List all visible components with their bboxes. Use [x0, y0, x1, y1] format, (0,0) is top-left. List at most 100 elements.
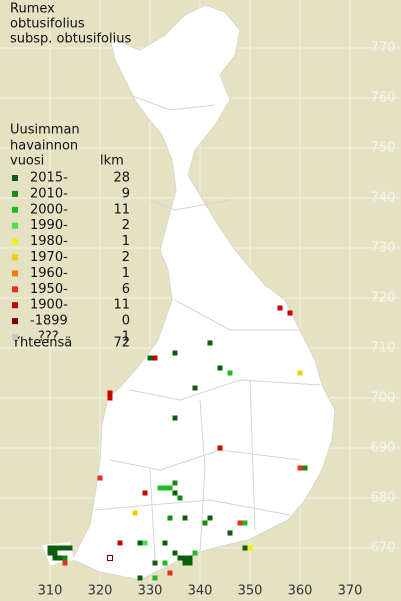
legend-swatch — [12, 302, 18, 309]
x-tick-label: 330 — [138, 584, 163, 599]
occurrence-square — [152, 355, 158, 361]
occurrence-square — [152, 560, 158, 566]
legend-count: 1 — [122, 330, 130, 345]
occurrence-square — [142, 540, 148, 546]
occurrence-square — [142, 490, 148, 496]
occurrence-square — [97, 475, 103, 481]
occurrence-square — [287, 310, 293, 316]
occurrence-square — [162, 540, 168, 546]
occurrence-square — [217, 365, 223, 371]
title-line: subsp. obtusifolius — [10, 32, 131, 47]
occurrence-square — [182, 560, 188, 566]
occurrence-square — [172, 415, 178, 421]
legend-count: 1 — [122, 234, 130, 249]
legend-swatch — [12, 222, 18, 229]
occurrence-square — [192, 550, 198, 556]
y-tick-label: 740 — [371, 191, 396, 206]
legend-label: ??? — [38, 330, 59, 345]
legend-heading: havainnon — [10, 139, 78, 154]
legend-swatch — [12, 175, 18, 181]
y-tick-label: 750 — [371, 141, 396, 156]
occurrence-square — [152, 575, 158, 581]
occurrence-square — [172, 480, 178, 486]
legend-total-label: Yhteensä — [11, 336, 72, 351]
occurrence-square — [167, 485, 173, 491]
occurrence-square — [182, 555, 188, 561]
legend-label: 1960- — [30, 266, 68, 281]
legend-label: 2015- — [30, 171, 68, 186]
occurrence-square — [247, 545, 253, 551]
x-tick-label: 370 — [338, 584, 363, 599]
legend-label: 2010- — [30, 186, 68, 201]
legend-count: 2 — [122, 218, 130, 233]
occurrence-square — [137, 540, 143, 546]
labels: Rumex obtusifolius subsp. obtusifolius U… — [10, 2, 395, 599]
occurrence-square — [237, 520, 243, 526]
x-tick-label: 360 — [288, 584, 313, 599]
legend-swatch — [12, 190, 18, 197]
legend-count: 9 — [122, 186, 130, 201]
occurrence-square — [177, 495, 183, 501]
occurrence-square — [172, 350, 178, 356]
occurrence-square — [207, 515, 213, 521]
legend-swatch — [12, 270, 18, 277]
legend-label: 2000- — [30, 202, 68, 217]
occurrence-square — [67, 545, 73, 551]
aland-islands — [42, 542, 74, 565]
region-borders — [94, 94, 321, 561]
legend-label: 1900- — [30, 298, 68, 313]
x-tick-label: 350 — [238, 584, 263, 599]
occurrence-square — [277, 305, 283, 311]
occurrence-square — [132, 510, 138, 516]
legend-label: -1899 — [30, 314, 68, 329]
y-tick-label: 730 — [371, 241, 396, 256]
legend-count: 1 — [122, 266, 130, 281]
occurrence-square — [227, 530, 233, 536]
y-tick-label: 720 — [371, 291, 396, 306]
legend-label: 1980- — [30, 234, 68, 249]
occurrence-square — [62, 560, 68, 566]
occurrence-square — [227, 370, 233, 376]
legend-total: 72 — [113, 336, 130, 351]
occurrence-square — [167, 515, 173, 521]
legend-label: 1990- — [30, 218, 68, 233]
occurrence-square — [107, 555, 113, 561]
legend-heading: vuosi — [10, 154, 44, 169]
y-tick-label: 680 — [371, 491, 396, 506]
occurrence-square — [297, 370, 303, 376]
legend-label: 1950- — [30, 282, 68, 297]
occurrence-square — [137, 575, 143, 581]
occurrence-square — [187, 560, 193, 566]
occurrence-square — [47, 545, 53, 551]
occurrence-square — [107, 390, 113, 396]
legend-count: 2 — [122, 250, 130, 265]
occurrence-square — [52, 545, 58, 551]
occurrence-square — [62, 545, 68, 551]
occurrence-square — [297, 465, 303, 471]
legend-label: 1970- — [30, 250, 68, 265]
occurrence-square — [162, 485, 168, 491]
occurrence-square — [202, 520, 208, 526]
occurrence-square — [157, 485, 163, 491]
points — [47, 305, 308, 581]
y-tick-label: 690 — [371, 441, 396, 456]
legend-swatch — [12, 318, 18, 325]
legend-heading: Uusimman — [10, 123, 80, 138]
legend-count: 11 — [113, 298, 130, 313]
legend-count: 0 — [122, 314, 130, 329]
legend-swatch — [12, 238, 18, 245]
occurrence-square — [207, 340, 213, 346]
occurrence-square — [107, 395, 113, 401]
y-tick-label: 700 — [371, 391, 396, 406]
occurrence-square — [177, 555, 183, 561]
occurrence-square — [167, 570, 173, 576]
title-line: Rumex — [10, 2, 55, 17]
occurrence-square — [182, 515, 188, 521]
occurrence-square — [302, 465, 308, 471]
y-tick-label: 770 — [371, 41, 396, 56]
occurrence-square — [117, 540, 123, 546]
legend-swatch — [12, 286, 18, 293]
y-tick-label: 760 — [371, 91, 396, 106]
occurrence-square — [172, 490, 178, 496]
